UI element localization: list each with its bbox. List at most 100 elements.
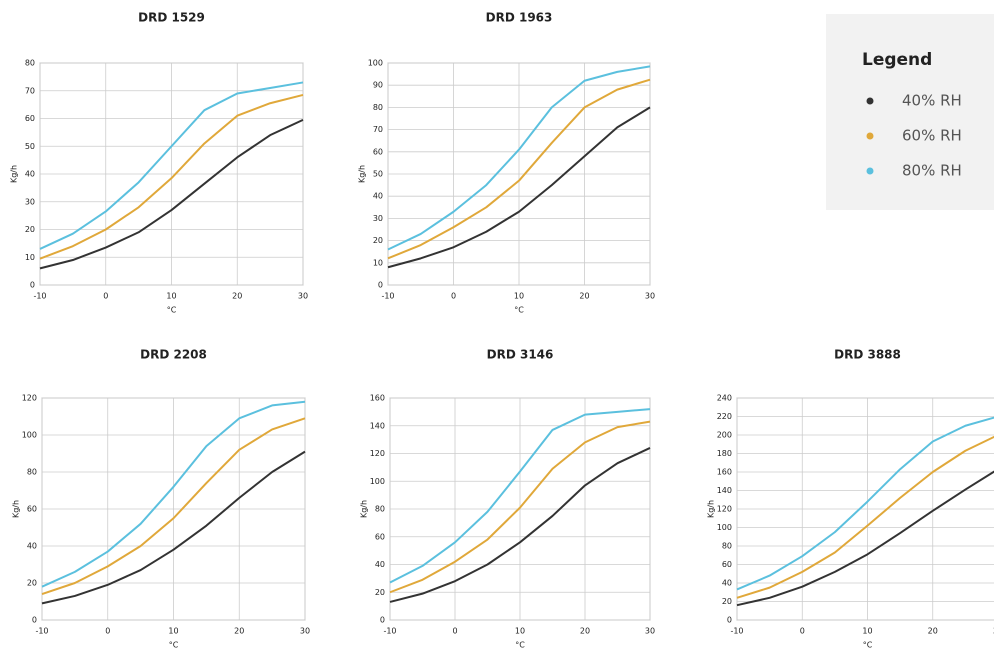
y-tick-label: 30 — [373, 214, 383, 223]
x-tick-label: 0 — [103, 292, 108, 301]
y-tick-label: 100 — [370, 477, 385, 486]
x-tick-label: 20 — [234, 627, 244, 636]
y-tick-label: 90 — [373, 81, 383, 90]
y-tick-label: 140 — [370, 421, 385, 430]
y-tick-label: 0 — [727, 616, 732, 625]
x-tick-label: 20 — [579, 292, 589, 301]
series-line — [736, 470, 994, 607]
series-line — [389, 408, 651, 584]
y-tick-label: 240 — [717, 394, 732, 403]
series-line — [387, 65, 651, 251]
series-line — [736, 435, 994, 599]
x-tick-label: -10 — [33, 292, 46, 301]
series-line — [41, 450, 306, 605]
y-tick-label: 0 — [30, 281, 35, 290]
y-tick-label: 70 — [25, 86, 35, 95]
legend-label: 40% RH — [902, 92, 962, 110]
x-tick-label: 10 — [168, 627, 178, 636]
x-tick-label: 20 — [232, 292, 242, 301]
x-tick-label: 0 — [451, 292, 456, 301]
y-tick-label: 80 — [25, 59, 35, 68]
x-tick-label: -10 — [730, 627, 743, 636]
series-line — [387, 106, 651, 269]
x-axis-label: °C — [863, 641, 873, 650]
y-tick-label: 80 — [373, 103, 383, 112]
y-tick-label: 180 — [717, 449, 732, 458]
x-axis-label: °C — [167, 306, 177, 315]
x-tick-label: 0 — [800, 627, 805, 636]
series-line — [39, 81, 304, 250]
y-tick-label: 40 — [373, 192, 383, 201]
x-tick-label: 10 — [862, 627, 872, 636]
x-tick-label: 30 — [645, 627, 655, 636]
y-tick-label: 140 — [717, 486, 732, 495]
chart-title: DRD 2208 — [140, 348, 207, 362]
y-tick-label: 80 — [375, 505, 385, 514]
x-axis-label: °C — [515, 641, 525, 650]
y-tick-label: 100 — [368, 59, 383, 68]
x-tick-label: 0 — [452, 627, 457, 636]
y-tick-label: 20 — [373, 236, 383, 245]
y-tick-label: 80 — [27, 468, 37, 477]
legend-title: Legend — [862, 50, 932, 70]
y-tick-label: 120 — [22, 394, 37, 403]
y-tick-label: 60 — [375, 532, 385, 541]
y-axis-label: Kg/h — [707, 500, 716, 518]
y-tick-label: 80 — [722, 542, 732, 551]
legend-marker — [866, 97, 874, 105]
x-tick-label: 10 — [166, 292, 176, 301]
y-tick-label: 20 — [27, 579, 37, 588]
x-tick-label: 30 — [300, 627, 310, 636]
y-tick-label: 10 — [25, 253, 35, 262]
x-tick-label: 30 — [645, 292, 655, 301]
x-axis-label: °C — [169, 641, 179, 650]
x-tick-label: 10 — [515, 627, 525, 636]
y-tick-label: 50 — [373, 170, 383, 179]
chart-title: DRD 1529 — [138, 11, 205, 25]
y-tick-label: 120 — [717, 505, 732, 514]
y-tick-label: 30 — [25, 197, 35, 206]
chart-title: DRD 3888 — [834, 348, 901, 362]
x-tick-label: 10 — [514, 292, 524, 301]
y-axis-label: Kg/h — [358, 165, 367, 183]
legend-marker — [866, 132, 874, 140]
y-tick-label: 120 — [370, 449, 385, 458]
x-tick-label: -10 — [381, 292, 394, 301]
legend-label: 80% RH — [902, 162, 962, 180]
y-tick-label: 220 — [717, 412, 732, 421]
x-tick-label: -10 — [35, 627, 48, 636]
legend-label: 60% RH — [902, 127, 962, 145]
y-tick-label: 70 — [373, 125, 383, 134]
series-line — [389, 420, 651, 594]
y-tick-label: 100 — [22, 431, 37, 440]
y-tick-label: 60 — [27, 505, 37, 514]
y-tick-label: 50 — [25, 142, 35, 151]
y-tick-label: 0 — [380, 616, 385, 625]
y-tick-label: 10 — [373, 258, 383, 267]
y-tick-label: 200 — [717, 431, 732, 440]
y-tick-label: 100 — [717, 523, 732, 532]
y-tick-label: 0 — [32, 616, 37, 625]
y-tick-label: 0 — [378, 281, 383, 290]
y-tick-label: 60 — [25, 114, 35, 123]
x-tick-label: 20 — [580, 627, 590, 636]
series-line — [389, 447, 651, 603]
y-axis-label: Kg/h — [360, 500, 369, 518]
x-tick-label: 30 — [993, 627, 994, 636]
y-tick-label: 160 — [370, 394, 385, 403]
y-tick-label: 40 — [25, 170, 35, 179]
y-tick-label: 60 — [722, 560, 732, 569]
y-axis-label: Kg/h — [12, 500, 21, 518]
y-tick-label: 20 — [25, 225, 35, 234]
x-tick-label: -10 — [383, 627, 396, 636]
y-axis-label: Kg/h — [10, 165, 19, 183]
x-tick-label: 0 — [105, 627, 110, 636]
chart-title: DRD 3146 — [487, 348, 554, 362]
series-line — [41, 400, 306, 588]
y-tick-label: 60 — [373, 147, 383, 156]
legend-box — [826, 14, 994, 210]
chart-title: DRD 1963 — [486, 11, 553, 25]
series-line — [39, 118, 304, 270]
y-tick-label: 40 — [375, 560, 385, 569]
series-line — [41, 417, 306, 596]
